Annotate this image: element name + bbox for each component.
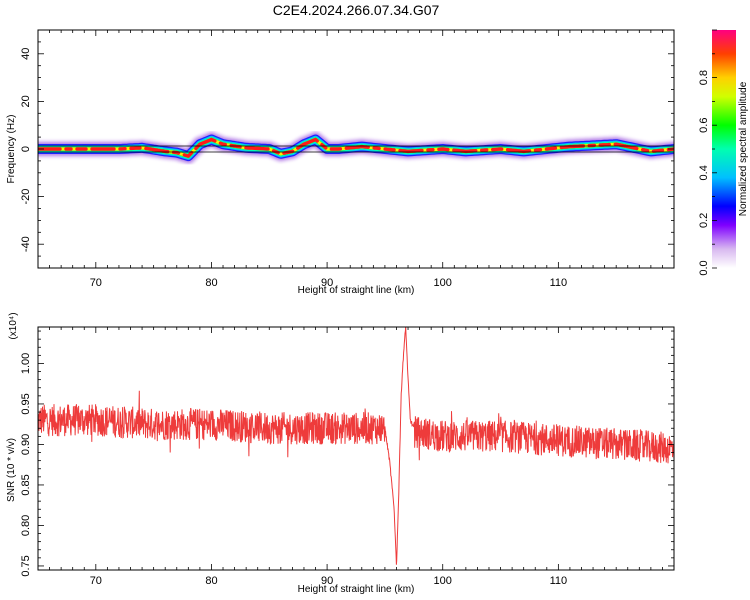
spectrogram-ticks: 70 80 90 100 110 40 20 0 -20 -40 — [20, 29, 674, 289]
x-tick-label: 90 — [321, 575, 333, 587]
colorbar-ticks: 0.0 0.2 0.4 0.6 0.8 — [698, 29, 717, 276]
y-tick-label: -40 — [20, 236, 32, 252]
snr-yscale-label: (x10⁴) — [8, 312, 19, 339]
colorbar-tick-label: 0.0 — [698, 260, 710, 275]
y-tick-label: 20 — [20, 95, 32, 107]
x-tick-label: 110 — [550, 277, 568, 289]
spectrogram-panel: 70 80 90 100 110 40 20 0 -20 -40 Height of straig… — [6, 29, 675, 296]
y-tick-label: 0.75 — [20, 555, 32, 576]
snr-series-line — [38, 327, 674, 565]
chart-title: C2E4.2024.266.07.34.G07 — [273, 2, 440, 18]
colorbar-label: Normalized spectral amplitude — [738, 81, 749, 216]
x-tick-label: 80 — [205, 575, 217, 587]
snr-ylabel: SNR (10 * v/v) — [6, 438, 17, 502]
x-tick-label: 100 — [434, 575, 452, 587]
y-tick-label: 40 — [20, 48, 32, 60]
x-tick-label: 110 — [550, 575, 568, 587]
y-tick-label: -20 — [20, 189, 32, 205]
y-tick-label: 1.00 — [20, 353, 32, 374]
y-tick-label: 0.95 — [20, 393, 32, 414]
y-tick-label: 0 — [20, 146, 32, 152]
spectrogram-ylabel: Frequency (Hz) — [6, 115, 17, 184]
colorbar-tick-label: 0.6 — [698, 118, 710, 133]
spectrogram-ridge — [38, 130, 674, 166]
x-tick-label: 100 — [434, 277, 452, 289]
snr-ticks: 70 80 90 100 110 1.00 0.95 0.90 0.85 0.80 0.75 — [20, 327, 674, 587]
spectrogram-xlabel: Height of straight line (km) — [298, 285, 415, 296]
x-tick-label: 70 — [90, 277, 102, 289]
x-tick-label: 70 — [90, 575, 102, 587]
y-tick-label: 0.90 — [20, 434, 32, 455]
colorbar-tick-label: 0.4 — [698, 165, 710, 180]
snr-xlabel: Height of straight line (km) — [298, 584, 415, 595]
colorbar-tick-label: 0.8 — [698, 70, 710, 85]
snr-panel: 70 80 90 100 110 1.00 0.95 0.90 0.85 0.80 0.75 Hei… — [6, 312, 675, 595]
x-tick-label: 80 — [205, 277, 217, 289]
y-tick-label: 0.85 — [20, 474, 32, 495]
colorbar-gradient — [712, 30, 736, 268]
ridge-core-red — [38, 137, 674, 159]
colorbar: 0.0 0.2 0.4 0.6 0.8 Normalized spectral ampl… — [698, 29, 749, 276]
colorbar-tick-label: 0.2 — [698, 213, 710, 228]
y-tick-label: 0.80 — [20, 515, 32, 536]
x-tick-label: 90 — [321, 277, 333, 289]
snr-frame — [37, 326, 675, 571]
